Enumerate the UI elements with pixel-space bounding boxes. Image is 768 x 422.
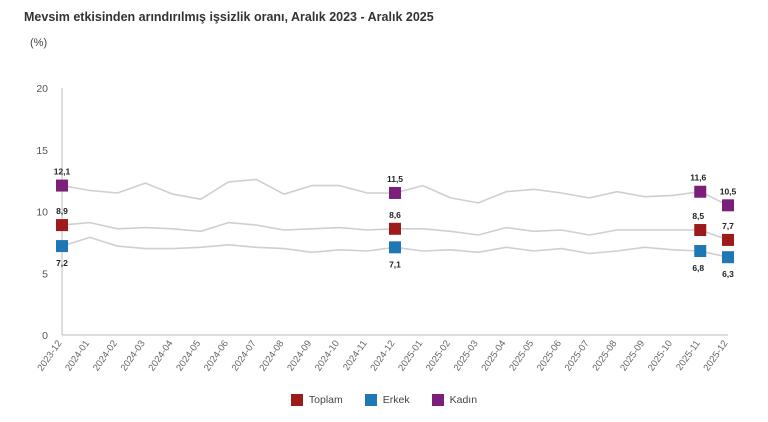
x-tick-label: 2025-09 bbox=[618, 338, 647, 373]
legend-label-erkek: Erkek bbox=[382, 394, 410, 406]
data-label: 6,3 bbox=[722, 269, 734, 279]
marker-toplam bbox=[694, 224, 707, 237]
x-tick-label: 2025-05 bbox=[507, 338, 536, 373]
data-label: 11,5 bbox=[387, 174, 403, 184]
legend: Toplam Erkek Kadın bbox=[0, 394, 768, 406]
x-tick-label: 2023-12 bbox=[35, 338, 64, 373]
data-label: 7,2 bbox=[56, 258, 68, 268]
marker-kadın bbox=[56, 179, 68, 192]
x-tick-label: 2024-02 bbox=[91, 338, 120, 373]
marker-toplam bbox=[389, 222, 401, 235]
x-tick-label: 2024-05 bbox=[174, 338, 203, 373]
y-unit-label: (%) bbox=[30, 37, 48, 49]
x-tick-label: 2024-12 bbox=[368, 338, 397, 373]
y-tick-label: 10 bbox=[36, 207, 48, 219]
chart-title: Mevsim etkisinden arındırılmış işsizlik … bbox=[24, 10, 434, 24]
x-tick-label: 2025-06 bbox=[535, 338, 564, 373]
marker-erkek bbox=[722, 251, 734, 264]
x-tick-label: 2024-10 bbox=[313, 338, 342, 373]
x-tick-label: 2025-12 bbox=[701, 338, 730, 373]
x-tick-label: 2024-07 bbox=[230, 338, 259, 373]
marker-kadın bbox=[389, 186, 401, 199]
x-tick-label: 2024-08 bbox=[257, 338, 286, 373]
x-tick-label: 2025-02 bbox=[424, 338, 453, 373]
x-tick-label: 2025-08 bbox=[590, 338, 619, 373]
data-label: 6,8 bbox=[692, 263, 704, 273]
legend-item-toplam[interactable]: Toplam bbox=[290, 394, 343, 406]
y-tick-label: 15 bbox=[36, 145, 48, 157]
data-label: 8,6 bbox=[389, 210, 401, 220]
x-tick-label: 2025-11 bbox=[674, 338, 703, 372]
data-label: 8,5 bbox=[692, 211, 704, 221]
legend-item-erkek[interactable]: Erkek bbox=[364, 394, 410, 406]
data-label: 10,5 bbox=[720, 186, 737, 196]
x-tick-label: 2024-03 bbox=[119, 338, 148, 373]
legend-swatch-kadin bbox=[431, 394, 444, 406]
x-tick-label: 2025-03 bbox=[452, 338, 481, 373]
marker-toplam bbox=[56, 219, 68, 232]
x-tick-label: 2024-04 bbox=[146, 338, 175, 373]
y-tick-label: 0 bbox=[42, 330, 48, 342]
legend-item-kadin[interactable]: Kadın bbox=[431, 394, 478, 406]
y-tick-label: 20 bbox=[36, 83, 48, 95]
y-tick-label: 5 bbox=[42, 268, 48, 280]
x-tick-label: 2025-01 bbox=[396, 338, 425, 373]
marker-erkek bbox=[694, 245, 707, 258]
marker-erkek bbox=[389, 241, 401, 254]
x-tick-label: 2025-07 bbox=[563, 338, 592, 373]
marker-kadın bbox=[694, 185, 707, 198]
x-tick-label: 2025-04 bbox=[479, 338, 508, 373]
legend-swatch-erkek bbox=[364, 394, 377, 406]
line-chart: 051015202023-122024-012024-022024-032024… bbox=[35, 83, 737, 373]
legend-swatch-toplam bbox=[290, 394, 303, 406]
data-label: 7,1 bbox=[389, 259, 401, 269]
data-label: 8,9 bbox=[56, 206, 68, 216]
marker-toplam bbox=[722, 233, 734, 246]
marker-erkek bbox=[56, 240, 68, 253]
x-tick-label: 2025-10 bbox=[646, 338, 675, 373]
data-label: 11,6 bbox=[690, 173, 706, 183]
x-tick-label: 2024-11 bbox=[341, 338, 370, 372]
legend-label-toplam: Toplam bbox=[308, 394, 343, 406]
marker-kadın bbox=[722, 199, 734, 212]
legend-label-kadin: Kadın bbox=[449, 394, 478, 406]
x-tick-label: 2024-01 bbox=[63, 338, 92, 373]
x-tick-label: 2024-06 bbox=[202, 338, 231, 373]
data-label: 12,1 bbox=[54, 167, 71, 177]
data-label: 7,7 bbox=[722, 221, 734, 231]
x-tick-label: 2024-09 bbox=[285, 338, 314, 373]
